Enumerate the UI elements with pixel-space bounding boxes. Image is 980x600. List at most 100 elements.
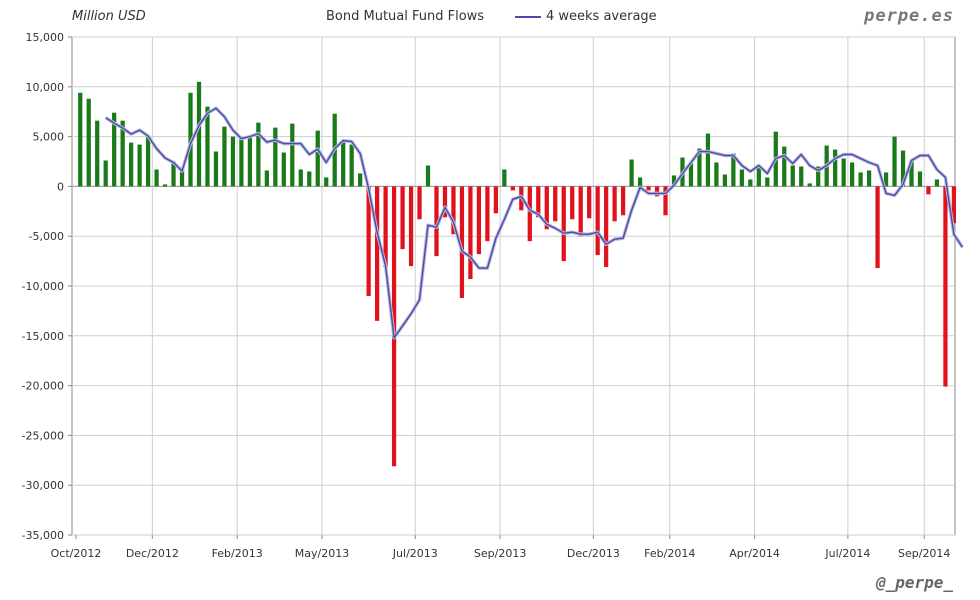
bar-inflow xyxy=(807,183,812,187)
bar-inflow xyxy=(425,165,431,187)
bar-inflow xyxy=(129,142,134,187)
bar-inflow xyxy=(765,177,770,187)
y-tick-label: -15,000 xyxy=(22,330,64,343)
bar-inflow xyxy=(688,163,694,187)
y-tick-label: -5,000 xyxy=(29,230,64,243)
y-tick-label: 5,000 xyxy=(33,131,65,144)
bar-outflow xyxy=(468,186,473,280)
bar-outflow xyxy=(366,186,371,296)
bar-outflow xyxy=(400,186,405,250)
y-tick-label: -25,000 xyxy=(22,429,64,442)
bar-inflow xyxy=(349,144,354,187)
bar-outflow xyxy=(383,186,388,268)
bar-outflow xyxy=(926,186,931,195)
y-tick-label: -35,000 xyxy=(22,529,64,542)
bar-outflow xyxy=(595,186,600,256)
bar-outflow xyxy=(451,186,456,235)
x-tick-label: Sep/2014 xyxy=(898,547,950,560)
bar-inflow xyxy=(866,170,872,187)
bar-inflow xyxy=(748,179,753,187)
bar-inflow xyxy=(179,167,185,187)
bar-outflow xyxy=(570,186,575,220)
bar-inflow xyxy=(290,123,295,187)
bar-inflow xyxy=(247,137,253,187)
bar-inflow xyxy=(917,171,923,187)
bar-outflow xyxy=(604,186,609,268)
bar-inflow xyxy=(120,120,125,187)
bar-inflow xyxy=(883,172,889,187)
x-tick-label: Dec/2012 xyxy=(126,547,179,560)
bar-outflow xyxy=(459,186,465,298)
x-tick-label: May/2013 xyxy=(295,547,349,560)
bar-inflow xyxy=(722,174,728,187)
legend: 4 weeks average xyxy=(515,9,657,24)
y-tick-label: -30,000 xyxy=(22,479,64,492)
bar-outflow xyxy=(544,186,549,230)
bar-inflow xyxy=(298,169,303,187)
chart-title: Bond Mutual Fund Flows xyxy=(326,9,485,24)
bar-inflow xyxy=(239,138,244,187)
bar-inflow xyxy=(850,162,855,187)
bar-outflow xyxy=(434,186,439,257)
bar-inflow xyxy=(714,162,719,187)
bar-outflow xyxy=(417,186,422,220)
y-tick-label: -20,000 xyxy=(22,380,64,393)
y-tick-label: 0 xyxy=(57,180,64,193)
bar-inflow xyxy=(256,122,261,187)
bar-inflow xyxy=(782,146,787,187)
bar-outflow xyxy=(587,186,592,219)
y-tick-label: -10,000 xyxy=(22,280,64,293)
bar-inflow xyxy=(858,172,863,187)
bar-inflow xyxy=(358,173,363,187)
bar-inflow xyxy=(731,153,736,187)
bar-outflow xyxy=(408,186,414,267)
bar-inflow xyxy=(324,177,329,187)
bar-inflow xyxy=(264,170,269,187)
x-tick-label: Oct/2012 xyxy=(51,547,102,560)
bar-inflow xyxy=(103,160,108,187)
legend-label-4-weeks-average: 4 weeks average xyxy=(546,9,657,24)
bar-inflow xyxy=(307,171,312,187)
bar-outflow xyxy=(493,186,498,214)
bar-inflow xyxy=(799,166,804,187)
bar-inflow xyxy=(273,127,278,187)
bar-inflow xyxy=(281,152,286,187)
social-handle: @_perpe_ xyxy=(875,573,953,592)
bar-inflow xyxy=(95,120,100,187)
bar-inflow xyxy=(171,161,176,187)
bar-outflow xyxy=(654,186,660,197)
bar-inflow xyxy=(222,126,227,187)
bar-inflow xyxy=(892,136,897,187)
bar-inflow xyxy=(909,160,914,187)
bar-inflow xyxy=(341,140,346,187)
bar-outflow xyxy=(951,186,957,224)
bar-outflow xyxy=(476,186,482,255)
bar-outflow xyxy=(485,186,490,242)
x-tick-label: Feb/2013 xyxy=(212,547,263,560)
bar-outflow xyxy=(612,186,617,222)
bar-inflow xyxy=(705,133,711,187)
bar-outflow xyxy=(374,186,380,321)
bar-inflow xyxy=(112,112,117,187)
bar-outflow xyxy=(442,186,448,218)
bar-inflow xyxy=(637,177,643,187)
average-line xyxy=(105,107,963,339)
x-tick-label: Sep/2013 xyxy=(474,547,526,560)
bar-inflow xyxy=(196,81,202,187)
bar-outflow xyxy=(578,186,583,237)
bar-outflow xyxy=(510,186,515,191)
bar-inflow xyxy=(739,169,744,187)
bar-inflow xyxy=(86,98,91,187)
bar-inflow xyxy=(900,150,906,187)
bar-inflow xyxy=(137,144,142,187)
bar-outflow xyxy=(646,186,651,191)
bar-inflow xyxy=(213,151,219,187)
bar-outflow xyxy=(875,186,880,269)
bar-inflow xyxy=(671,175,677,187)
bar-inflow xyxy=(934,179,940,187)
bar-inflow xyxy=(205,106,210,187)
bar-inflow xyxy=(315,130,320,187)
bar-outflow xyxy=(561,186,566,262)
bar-outflow xyxy=(943,186,948,387)
